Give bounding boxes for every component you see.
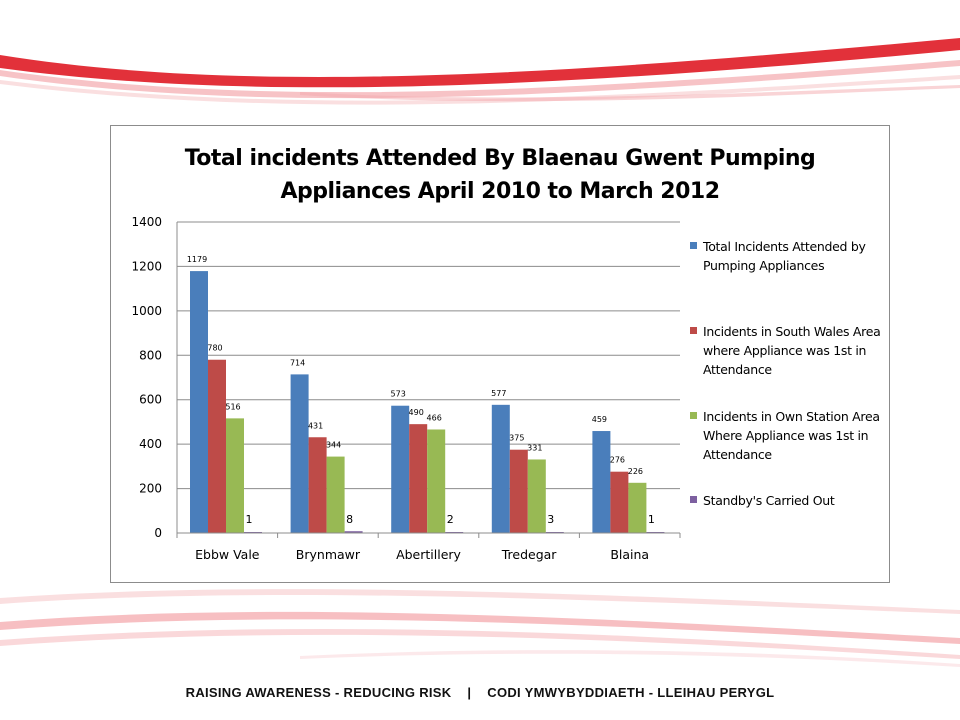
data-label: 466 (427, 413, 442, 422)
data-label: 226 (628, 467, 643, 476)
bar (491, 404, 510, 533)
y-tick-label: 600 (139, 393, 162, 407)
legend-swatch (690, 327, 697, 334)
data-label: 375 (509, 434, 524, 443)
y-tick-label: 400 (139, 437, 162, 451)
data-label: 431 (308, 421, 323, 430)
legend-label: Incidents in Own Station Area Where Appl… (703, 409, 880, 462)
bar (628, 482, 647, 533)
data-label: 3 (547, 513, 554, 526)
chart-title-line2: Appliances April 2010 to March 2012 (280, 179, 720, 204)
x-tick-label: Blaina (610, 547, 649, 562)
legend-label: Incidents in South Wales Area where Appl… (703, 324, 881, 377)
legend-swatch (690, 496, 697, 503)
bar (308, 437, 327, 533)
bar (427, 429, 446, 533)
x-tick-label: Brynmawr (296, 547, 361, 562)
data-label: 516 (225, 402, 240, 411)
data-label: 1 (246, 513, 253, 526)
data-label: 714 (290, 358, 305, 367)
header-swoosh (0, 38, 960, 105)
data-label: 2 (447, 513, 454, 526)
footer-separator: | (467, 685, 472, 700)
y-tick-label: 1000 (131, 304, 162, 318)
bar (391, 405, 410, 533)
footer-slogan: RAISING AWARENESS - REDUCING RISK | CODI… (0, 685, 960, 700)
data-label: 276 (610, 456, 625, 465)
data-label: 8 (346, 513, 353, 526)
bar (509, 449, 528, 533)
x-tick-label: Tredegar (501, 547, 558, 562)
data-label: 573 (391, 390, 406, 399)
data-label: 344 (326, 441, 341, 450)
bar (208, 359, 226, 533)
data-label: 331 (527, 443, 542, 452)
bar (326, 456, 345, 533)
y-tick-label: 800 (139, 348, 162, 362)
data-label: 490 (409, 408, 424, 417)
data-label: 459 (592, 415, 607, 424)
y-tick-label: 1400 (131, 215, 162, 229)
legend-swatch (690, 242, 697, 249)
x-tick-label: Ebbw Vale (195, 547, 260, 562)
bar (527, 459, 546, 533)
footer-swoosh (0, 589, 960, 667)
y-tick-label: 200 (139, 482, 162, 496)
footer-slogan-welsh: CODI YMWYBYDDIAETH - LLEIHAU PERYGL (487, 685, 775, 700)
data-label: 780 (207, 344, 222, 353)
legend-label: Total Incidents Attended by Pumping Appl… (703, 239, 866, 273)
y-tick-label: 0 (154, 526, 162, 540)
data-label: 577 (491, 389, 506, 398)
x-tick-label: Abertillery (396, 547, 461, 562)
y-tick-label: 1200 (131, 259, 162, 273)
bar (290, 374, 309, 533)
legend-swatch (690, 412, 697, 419)
chart-title-line1: Total incidents Attended By Blaenau Gwen… (184, 146, 816, 171)
bar (409, 424, 428, 533)
bar (610, 471, 629, 533)
legend-label: Standby's Carried Out (703, 493, 835, 508)
bar (344, 531, 363, 533)
footer-slogan-english: RAISING AWARENESS - REDUCING RISK (185, 685, 452, 700)
bar (226, 418, 244, 533)
data-label: 1179 (187, 255, 207, 264)
bar (190, 271, 208, 533)
data-label: 1 (648, 513, 655, 526)
chart-title: Total incidents Attended By Blaenau Gwen… (110, 142, 890, 208)
bar (592, 431, 611, 533)
bar-chart: 0 200 400 600 800 1000 1200 1400 Ebbw Vale 1179 78… (131, 215, 681, 562)
